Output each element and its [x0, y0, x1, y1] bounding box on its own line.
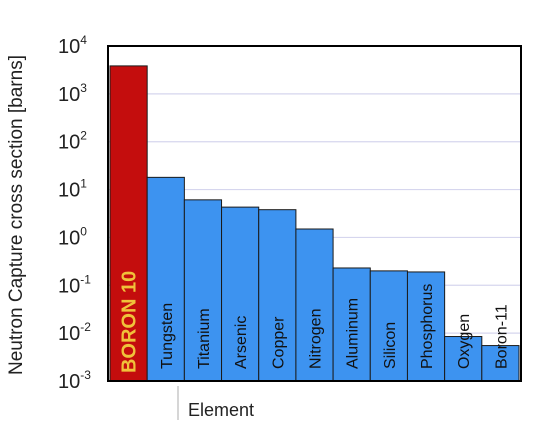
- bar-label: Nitrogen: [308, 309, 325, 369]
- plot-frame: [107, 45, 522, 382]
- y-tick-label: 10-2: [58, 320, 91, 345]
- y-tick-label: 103: [58, 81, 87, 106]
- y-axis-label: Neutron Capture cross section [barns]: [6, 55, 27, 375]
- x-axis-label: Element: [188, 400, 254, 420]
- bar: [444, 336, 483, 382]
- bar-label: Oxygen: [456, 314, 473, 369]
- bar-label: Copper: [270, 316, 287, 369]
- bar: [295, 228, 334, 382]
- bar-label: Tungsten: [159, 303, 176, 369]
- bar-label: BORON 10: [119, 271, 141, 373]
- bar-label: Phosphorus: [419, 284, 436, 369]
- bar-label: Silicon: [382, 322, 399, 369]
- bar-labels: BORON 10 Tungsten Titanium Arsenic Copper Nit…: [119, 271, 511, 373]
- bars: [109, 65, 520, 382]
- bar-label: Titanium: [196, 308, 213, 369]
- bar: [221, 206, 260, 382]
- y-tick-label: 102: [58, 129, 87, 154]
- bar: [369, 270, 408, 382]
- y-tick-label: 10-1: [58, 272, 91, 297]
- bar: [332, 267, 371, 382]
- y-tick-label: 104: [58, 33, 87, 58]
- y-tick-label: 100: [58, 224, 87, 249]
- bar-label: Aluminum: [345, 298, 362, 369]
- bar-label: Arsenic: [233, 316, 250, 369]
- bar-label: Boron-11: [493, 304, 510, 369]
- y-tick-label: 101: [58, 177, 87, 202]
- y-tick-label: 10-3: [58, 368, 91, 393]
- y-tick-labels: 10-3 10-2 10-1 100 101 102 103 104: [58, 33, 91, 393]
- bar: [258, 209, 297, 382]
